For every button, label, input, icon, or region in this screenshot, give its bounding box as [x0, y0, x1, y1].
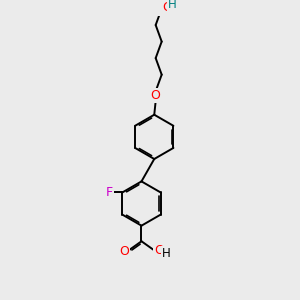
Text: O: O: [154, 244, 164, 257]
Text: O: O: [119, 245, 129, 258]
Text: F: F: [105, 186, 112, 199]
Text: O: O: [151, 89, 160, 103]
Text: O: O: [162, 2, 172, 14]
Text: H: H: [162, 247, 170, 260]
Text: H: H: [168, 0, 177, 11]
